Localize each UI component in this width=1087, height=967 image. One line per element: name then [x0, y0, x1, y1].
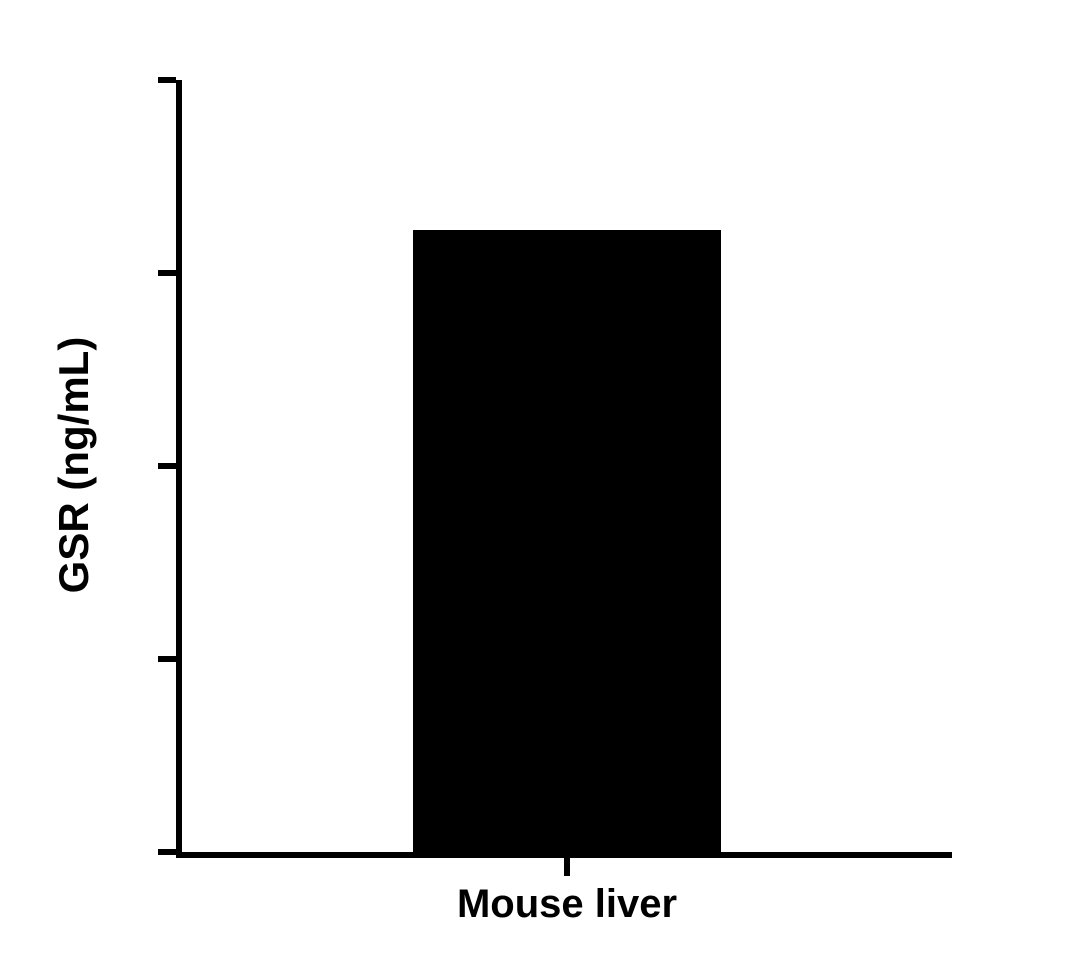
y-tick — [158, 656, 176, 662]
y-tick — [158, 270, 176, 276]
x-tick — [564, 858, 570, 876]
bar — [413, 230, 721, 852]
y-tick — [158, 77, 176, 83]
y-axis — [176, 80, 182, 852]
y-axis-label: GSR (ng/mL) — [50, 265, 98, 665]
y-tick — [158, 463, 176, 469]
bar-chart: 02468GSR (ng/mL)Mouse liver — [0, 0, 1087, 967]
x-tick-label: Mouse liver — [367, 882, 767, 927]
y-tick — [158, 849, 176, 855]
